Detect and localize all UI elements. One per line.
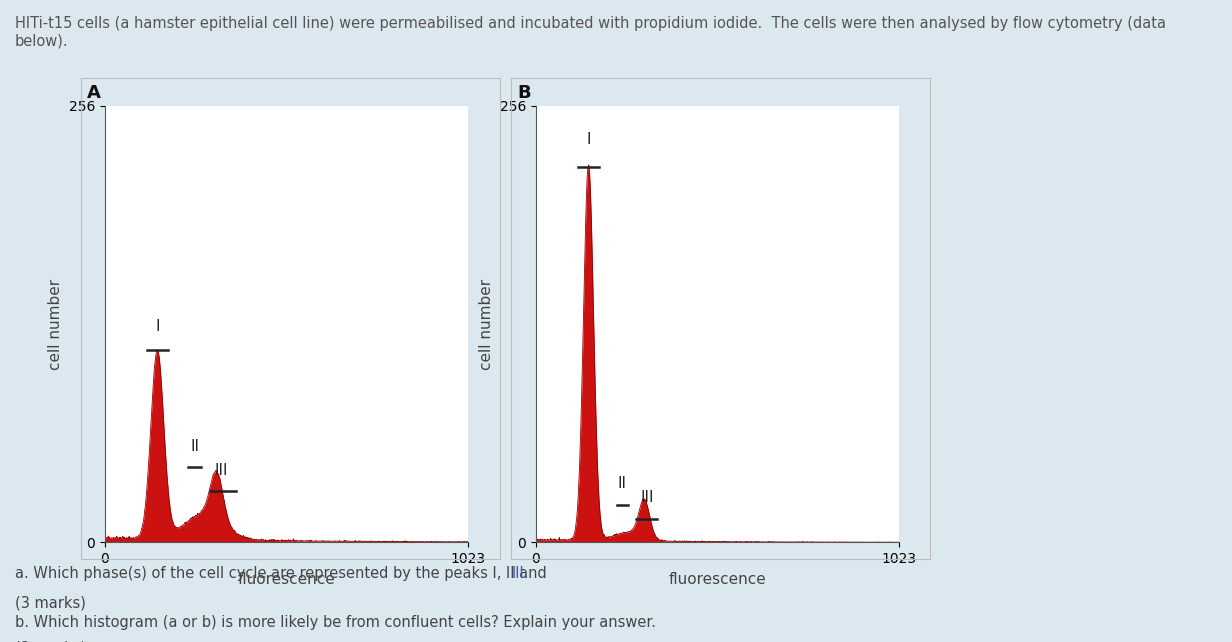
Text: HITi-t15 cells (a hamster epithelial cell line) were permeabilised and incubated: HITi-t15 cells (a hamster epithelial cel… bbox=[15, 16, 1165, 48]
Text: A: A bbox=[86, 83, 101, 101]
Text: I: I bbox=[586, 132, 591, 147]
Text: II: II bbox=[191, 439, 200, 454]
Text: (3 marks): (3 marks) bbox=[15, 596, 86, 611]
Text: I: I bbox=[155, 320, 160, 334]
Text: (2 marks): (2 marks) bbox=[15, 641, 86, 642]
Text: b. Which histogram (a or b) is more likely be from confluent cells? Explain your: b. Which histogram (a or b) is more like… bbox=[15, 615, 655, 630]
X-axis label: fluorescence: fluorescence bbox=[669, 572, 766, 587]
X-axis label: fluorescence: fluorescence bbox=[238, 572, 335, 587]
Text: III.: III. bbox=[513, 566, 530, 581]
Text: a. Which phase(s) of the cell cycle are represented by the peaks I, II and: a. Which phase(s) of the cell cycle are … bbox=[15, 566, 551, 581]
Text: III: III bbox=[214, 463, 228, 478]
Y-axis label: cell number: cell number bbox=[48, 279, 63, 370]
Y-axis label: cell number: cell number bbox=[479, 279, 494, 370]
Text: III: III bbox=[641, 490, 654, 505]
Text: B: B bbox=[517, 83, 531, 101]
Text: II: II bbox=[617, 476, 627, 491]
